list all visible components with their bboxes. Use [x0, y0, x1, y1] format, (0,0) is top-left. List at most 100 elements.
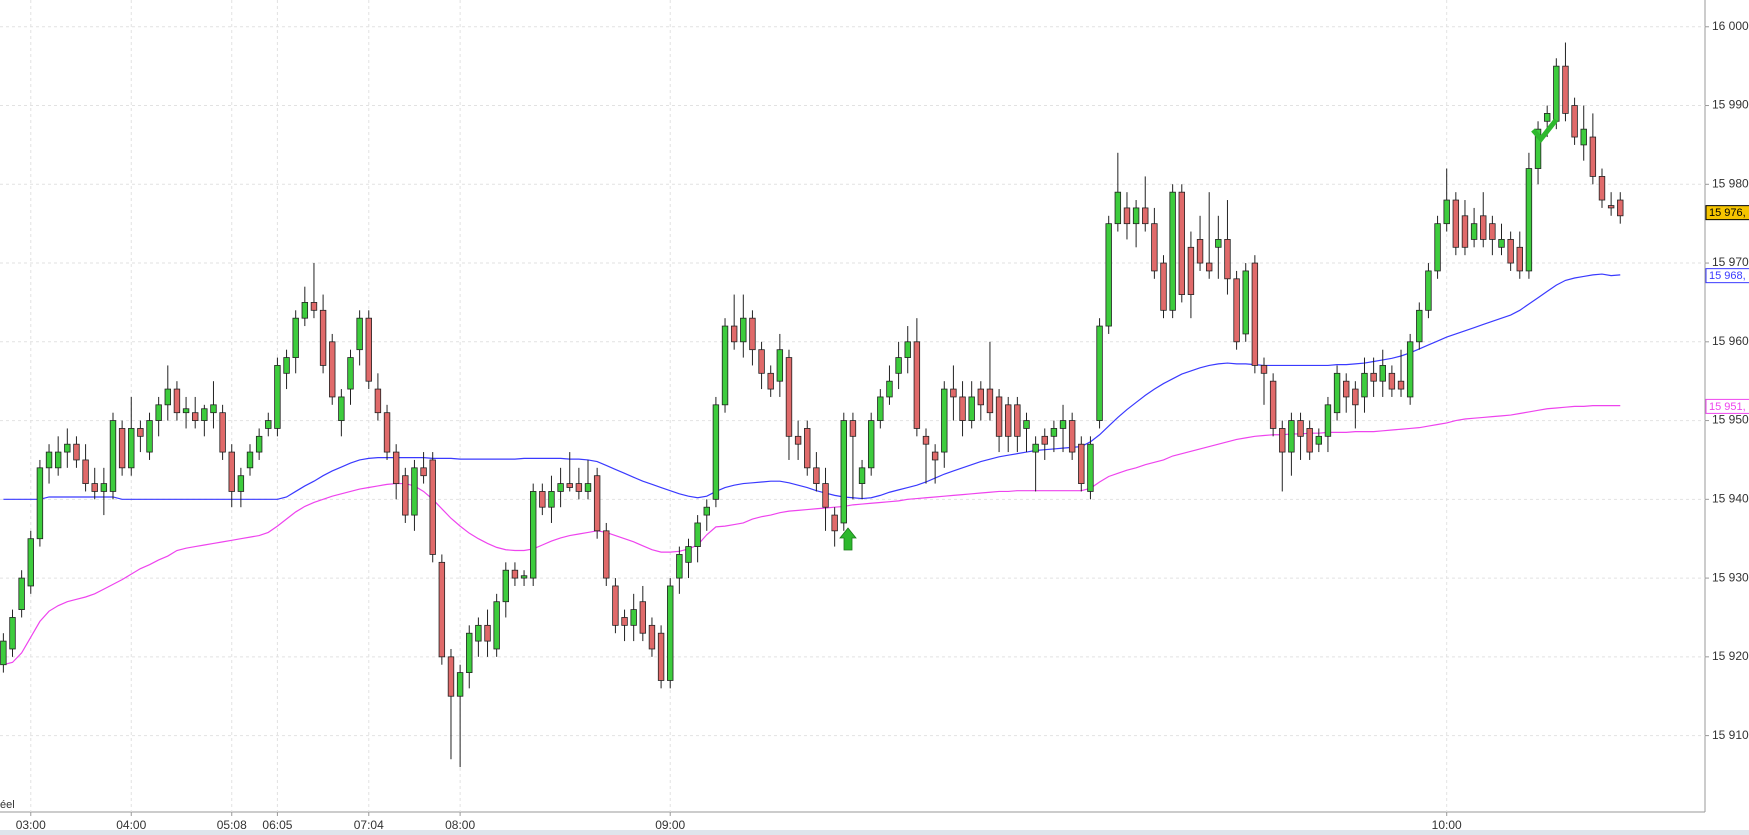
candle-body — [310, 302, 318, 311]
candle-body — [1425, 270, 1432, 311]
candle-body — [1215, 239, 1222, 248]
candle-body — [776, 349, 784, 382]
x-tick-label: 04:00 — [116, 818, 146, 832]
candle-body — [1452, 199, 1460, 248]
candle-body — [639, 601, 647, 634]
candle-body — [475, 624, 482, 642]
candle-body — [146, 420, 153, 453]
candle-body — [667, 585, 674, 681]
candle-body — [301, 302, 309, 319]
candle-body — [1160, 262, 1167, 311]
candle-body — [813, 467, 820, 484]
candle-body — [1516, 246, 1523, 272]
candle-body — [676, 554, 683, 579]
candle-body — [392, 451, 400, 484]
candle-body — [1142, 207, 1149, 225]
candle-body — [1607, 205, 1615, 209]
candle-body — [740, 317, 747, 343]
candle-body — [219, 412, 226, 453]
candle-body — [27, 538, 34, 587]
candle-body — [374, 388, 382, 414]
candle-body — [1489, 223, 1496, 240]
x-tick-label: 05:08 — [217, 818, 247, 832]
candle-body — [520, 575, 528, 579]
candle-body — [1333, 372, 1341, 414]
candle-body — [237, 475, 245, 492]
candle-body — [402, 475, 409, 516]
candle-body — [1571, 105, 1578, 138]
candle-body — [91, 483, 98, 492]
candle-body — [1169, 191, 1176, 311]
candle-body — [977, 388, 985, 406]
candle-body — [109, 420, 117, 492]
candle-body — [1233, 278, 1240, 343]
candle-body — [904, 341, 911, 358]
y-tick-label: 15 910 — [1712, 728, 1749, 742]
candle-body — [274, 365, 281, 429]
candle-body — [539, 491, 546, 508]
candle-body — [867, 420, 875, 469]
x-tick-label: 08:00 — [445, 818, 475, 832]
candle-body — [694, 522, 701, 547]
candle-body — [0, 640, 7, 666]
candle-body — [36, 467, 44, 540]
candle-body — [447, 656, 455, 697]
candle-body — [1580, 128, 1587, 146]
candle-body — [365, 317, 372, 382]
candle-body — [1023, 420, 1030, 429]
candle-body — [959, 396, 966, 421]
candle-body — [411, 467, 418, 516]
candle-body — [995, 396, 1003, 437]
candle-body — [931, 451, 939, 461]
y-tick-label: 15 960 — [1712, 334, 1749, 348]
candle-body — [593, 475, 601, 532]
y-tick-label: 15 940 — [1712, 492, 1749, 506]
candle-body — [1087, 443, 1094, 492]
candle-body — [1078, 443, 1085, 484]
candle-body — [1498, 239, 1505, 248]
candle-body — [794, 435, 802, 445]
candle-body — [1297, 420, 1304, 437]
candle-body — [1562, 65, 1569, 114]
candle-body — [548, 491, 555, 508]
candle-body — [210, 404, 217, 414]
candle-body — [1050, 428, 1058, 437]
candle-body — [648, 624, 656, 650]
candle-body — [877, 396, 884, 421]
candle-body — [685, 546, 692, 563]
candle-body — [1014, 404, 1021, 437]
candle-body — [54, 451, 62, 469]
candle-body — [1114, 191, 1122, 225]
candle-body — [612, 585, 619, 626]
candle-body — [1242, 270, 1249, 335]
candle-body — [1443, 199, 1450, 225]
candle-body — [1589, 136, 1597, 177]
moving-average-line — [3, 405, 1621, 666]
x-tick-label: 10:00 — [1432, 818, 1462, 832]
candle-body — [886, 380, 893, 398]
x-tick-label: 03:00 — [16, 818, 46, 832]
candle-body — [1132, 207, 1140, 225]
candle-body — [529, 491, 537, 579]
candle-body — [1543, 113, 1551, 122]
candle-body — [1224, 239, 1231, 280]
candle-body — [356, 317, 363, 351]
price-tag-label: 15 951, — [1709, 401, 1746, 413]
candle-body — [840, 420, 847, 524]
candle-body — [603, 530, 610, 579]
y-tick-label: 15 920 — [1712, 649, 1749, 663]
line-layer — [3, 273, 1621, 666]
candle-body — [703, 506, 710, 516]
candle-body — [922, 435, 930, 445]
candle-body — [466, 632, 473, 673]
candle-body — [712, 404, 720, 500]
candle-body — [621, 617, 628, 626]
candle-body — [100, 483, 108, 492]
candle-body — [1306, 428, 1313, 453]
candle-body — [438, 561, 446, 658]
candle-body — [456, 672, 464, 697]
corner-label: éel — [0, 799, 15, 811]
candle-body — [1105, 223, 1112, 327]
price-tag — [1705, 268, 1749, 284]
candle-body — [347, 357, 354, 390]
